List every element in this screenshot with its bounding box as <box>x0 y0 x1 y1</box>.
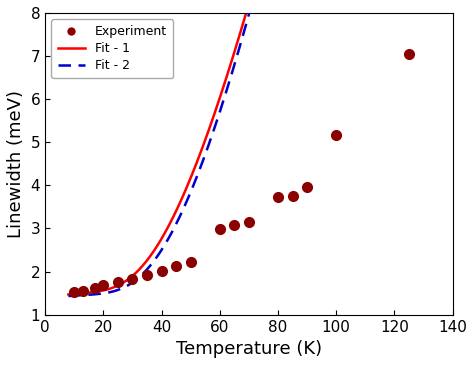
Legend: Experiment, Fit - 1, Fit - 2: Experiment, Fit - 1, Fit - 2 <box>51 19 173 78</box>
Point <box>100 283 107 288</box>
Point <box>158 268 165 274</box>
Point <box>230 222 238 228</box>
Point <box>216 226 224 232</box>
Point <box>128 276 136 282</box>
Point <box>303 184 311 189</box>
Y-axis label: Linewidth (meV): Linewidth (meV) <box>7 90 25 238</box>
Point <box>91 285 99 291</box>
Point <box>274 195 282 200</box>
X-axis label: Temperature (K): Temperature (K) <box>176 340 322 358</box>
Point <box>71 289 78 295</box>
Point <box>187 259 194 265</box>
Point <box>332 132 340 138</box>
Point <box>79 288 87 294</box>
Point <box>405 51 413 57</box>
Point <box>173 264 180 269</box>
Point <box>143 272 151 277</box>
Point <box>114 279 122 285</box>
Point <box>289 193 296 199</box>
Point <box>245 219 253 225</box>
